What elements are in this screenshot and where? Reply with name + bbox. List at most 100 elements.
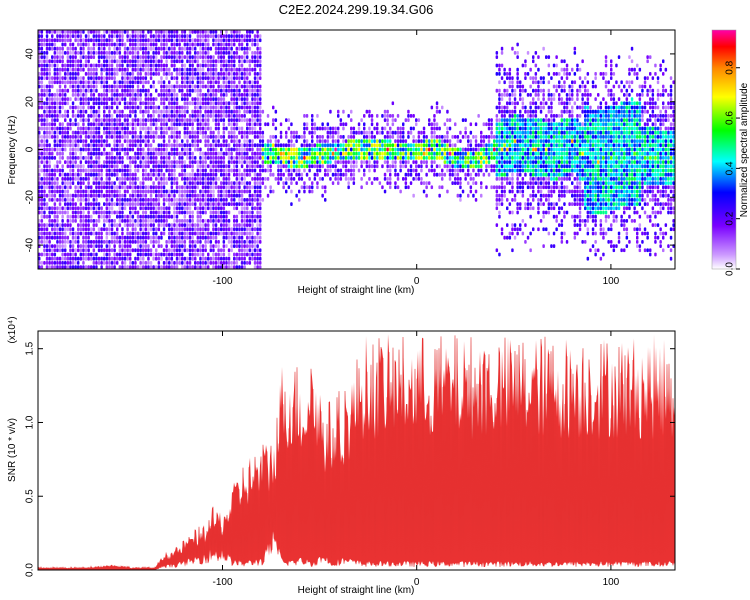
spectrogram-cell: [227, 219, 231, 223]
spectrogram-cell: [173, 164, 176, 169]
spectrogram-cell: [71, 156, 75, 160]
spectrogram-cell: [246, 105, 249, 110]
spectrogram-cell: [298, 147, 301, 152]
spectrogram-cell: [350, 164, 353, 169]
spectrogram-cell: [191, 151, 194, 156]
spectrogram-cell: [69, 231, 72, 236]
spectrogram-cell: [204, 114, 207, 118]
spectrogram-cell: [225, 189, 228, 194]
spectrogram-cell: [139, 139, 142, 143]
spectrogram-cell: [222, 189, 226, 194]
spectrogram-cell: [45, 105, 49, 110]
spectrogram-cell: [334, 168, 337, 173]
spectrogram-cell: [217, 34, 220, 38]
spectrogram-cell: [97, 202, 101, 206]
spectrogram-cell: [220, 34, 223, 38]
spectrogram-cell: [58, 126, 62, 131]
spectrogram-cell: [69, 252, 72, 257]
spectrogram-cell: [160, 84, 163, 89]
spectrogram-cell: [235, 252, 239, 257]
spectrogram-cell: [58, 101, 62, 106]
spectrogram-cell: [217, 151, 220, 156]
spectrogram-cell: [139, 72, 142, 76]
spectrogram-cell: [152, 168, 155, 173]
spectrogram-cell: [136, 189, 140, 194]
spectrogram-cell: [326, 143, 330, 148]
spectrogram-cell: [188, 193, 192, 198]
spectrogram-cell: [256, 30, 259, 34]
spectrogram-cell: [69, 84, 72, 89]
spectrogram-cell: [123, 42, 127, 47]
spectrogram-cell: [334, 143, 337, 148]
spectrogram-cell: [53, 219, 57, 223]
spectrogram-cell: [103, 185, 106, 190]
spectrogram-cell: [339, 122, 343, 127]
spectrogram-cell: [350, 156, 353, 160]
spectrogram-cell: [157, 256, 161, 261]
spectrogram-cell: [69, 168, 72, 173]
spectrogram-cell: [110, 101, 114, 106]
spectrogram-cell: [118, 80, 122, 85]
spectrogram-cell: [168, 261, 171, 265]
spectrogram-cell: [194, 139, 197, 143]
spectrogram-cell: [246, 80, 249, 85]
spectrogram-cell: [84, 265, 88, 269]
spectrogram-cell: [175, 126, 179, 131]
spectrogram-cell: [61, 51, 64, 55]
spectrogram-cell: [365, 151, 369, 156]
spectrogram-cell: [305, 164, 309, 169]
spectrogram-cell: [209, 210, 213, 215]
spectrogram-cell: [116, 164, 119, 169]
spectrogram-cell: [217, 114, 220, 118]
spectrogram-cell: [142, 88, 145, 93]
spectrogram-cell: [201, 202, 205, 206]
spectrogram-cell: [149, 189, 153, 194]
spectrogram-cell: [360, 130, 363, 135]
spectrogram-cell: [324, 160, 327, 164]
spectrogram-cell: [121, 210, 124, 215]
spectrogram-cell: [165, 76, 168, 80]
spectrogram-cell: [373, 147, 376, 152]
spectrogram-cell: [48, 143, 51, 148]
spectrogram-cell: [220, 72, 223, 76]
spectrogram-cell: [53, 114, 57, 118]
spectrogram-cell: [45, 223, 49, 227]
spectrogram-cell: [87, 143, 90, 148]
spectrogram-cell: [129, 198, 132, 202]
spectrogram-cell: [147, 231, 150, 236]
spectrogram-cell: [74, 235, 77, 240]
spectrogram-cell: [168, 210, 171, 215]
spectrogram-cell: [74, 34, 77, 38]
spectrogram-cell: [274, 139, 278, 143]
spectrogram-cell: [97, 101, 101, 106]
spectrogram-cell: [214, 156, 218, 160]
spectrogram-cell: [173, 130, 176, 135]
spectrogram-cell: [246, 55, 249, 59]
spectrogram-cell: [222, 88, 226, 93]
spectrogram-cell: [170, 30, 174, 34]
spectrogram-cell: [235, 181, 239, 185]
spectrogram-cell: [194, 252, 197, 257]
spectrogram-cell: [220, 88, 223, 93]
spectrogram-cell: [196, 160, 200, 164]
spectrogram-cell: [295, 160, 298, 164]
spectrogram-cell: [77, 244, 80, 248]
spectrogram-cell: [222, 126, 226, 131]
spectrogram-cell: [53, 109, 57, 114]
spectrogram-cell: [69, 147, 72, 152]
spectrogram-cell: [259, 265, 262, 269]
spectrogram-cell: [389, 172, 392, 177]
spectrogram-cell: [134, 181, 137, 185]
spectrogram-cell: [152, 151, 155, 156]
spectrogram-cell: [308, 177, 311, 181]
spectrogram-cell: [173, 210, 176, 215]
spectrogram-cell: [121, 227, 124, 232]
spectrogram-cell: [113, 193, 116, 198]
spectrogram-cell: [69, 30, 72, 34]
spectrogram-cell: [246, 139, 249, 143]
spectrogram-cell: [131, 135, 135, 139]
spectrogram-cell: [149, 223, 153, 227]
spectrogram-cell: [191, 101, 194, 106]
spectrogram-cell: [136, 80, 140, 85]
spectrogram-cell: [108, 210, 111, 215]
